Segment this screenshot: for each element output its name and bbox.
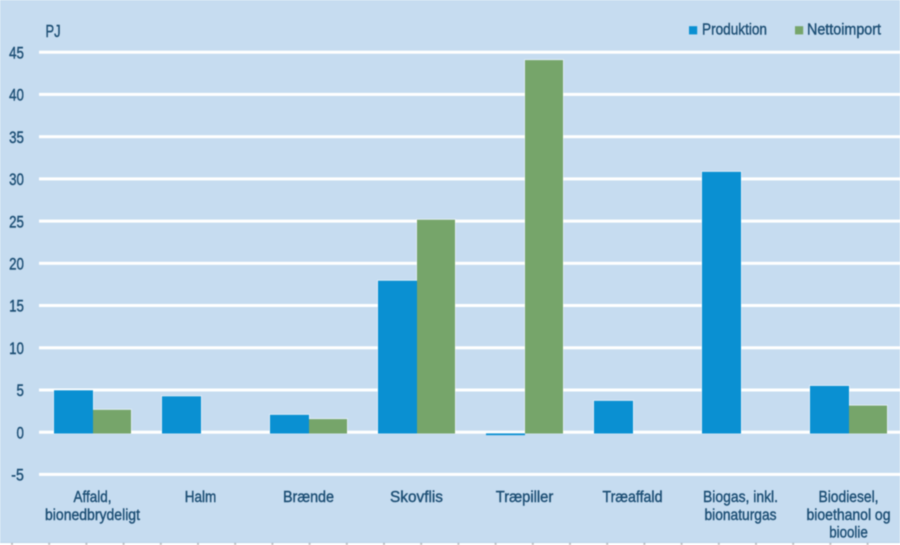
svg-text:20: 20 bbox=[9, 255, 24, 274]
svg-text:15: 15 bbox=[9, 297, 24, 316]
svg-text:Biogas, inkl.: Biogas, inkl. bbox=[703, 489, 778, 506]
svg-text:Halm: Halm bbox=[185, 489, 217, 506]
svg-text:Produktion: Produktion bbox=[702, 22, 767, 39]
svg-text:10: 10 bbox=[9, 339, 24, 358]
svg-text:bioethanol og: bioethanol og bbox=[807, 507, 891, 524]
svg-text:Brænde: Brænde bbox=[283, 489, 334, 506]
svg-text:Nettoimport: Nettoimport bbox=[807, 22, 881, 39]
svg-text:25: 25 bbox=[9, 212, 24, 231]
svg-text:bionaturgas: bionaturgas bbox=[705, 507, 777, 524]
svg-text:Træpiller: Træpiller bbox=[496, 489, 554, 506]
svg-text:bioolie: bioolie bbox=[829, 525, 868, 542]
svg-text:30: 30 bbox=[9, 170, 24, 189]
svg-text:Affald,: Affald, bbox=[74, 489, 112, 506]
svg-text:5: 5 bbox=[17, 381, 24, 400]
svg-text:40: 40 bbox=[9, 86, 24, 105]
svg-text:-5: -5 bbox=[11, 466, 24, 485]
svg-text:Træaffald: Træaffald bbox=[603, 489, 663, 506]
svg-text:bionedbrydeligt: bionedbrydeligt bbox=[45, 507, 141, 524]
svg-text:45: 45 bbox=[9, 43, 24, 62]
svg-text:Skovflis: Skovflis bbox=[390, 489, 443, 506]
svg-text:PJ: PJ bbox=[46, 21, 61, 41]
svg-text:0: 0 bbox=[17, 423, 24, 442]
svg-text:Biodiesel,: Biodiesel, bbox=[819, 489, 879, 506]
svg-text:35: 35 bbox=[9, 128, 24, 147]
